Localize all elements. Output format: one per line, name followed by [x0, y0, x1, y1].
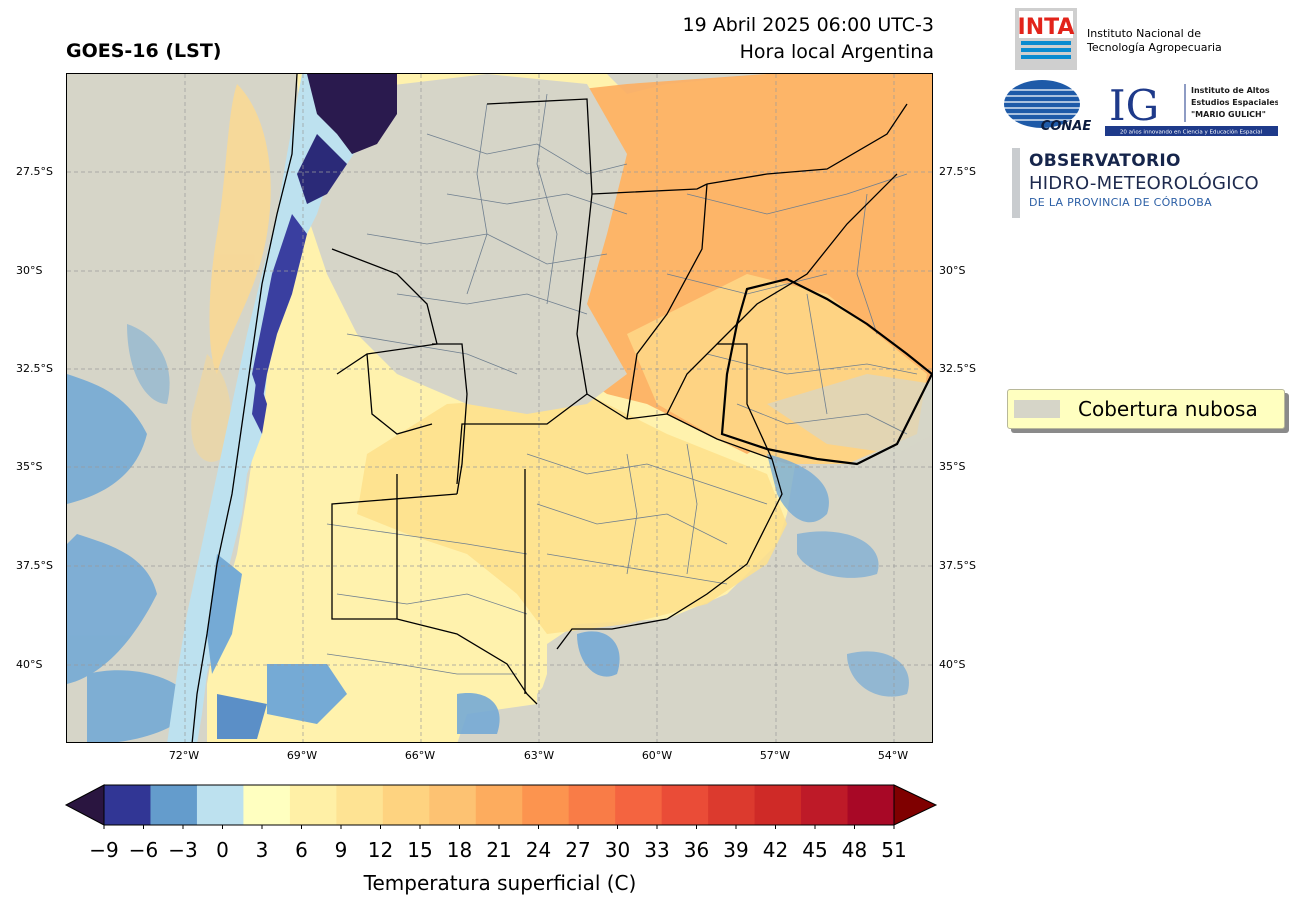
lat-label-left-30: 30°S [16, 264, 43, 277]
colorbar-tick-label: 24 [525, 838, 552, 862]
ig-logo-mark: IG [1109, 81, 1159, 130]
colorbar-tick-label: 6 [295, 838, 308, 862]
colorbar-tick-label: −9 [89, 838, 119, 862]
colorbar-segment [754, 785, 802, 825]
lat-label-left-27-5: 27.5°S [16, 165, 53, 178]
colorbar-tick-label: −3 [168, 838, 198, 862]
colorbar-under-arrow [64, 784, 105, 826]
pacific-cold-patches [67, 324, 197, 742]
andes-cold-band [167, 74, 397, 742]
cloud-patch-east [767, 374, 932, 454]
inta-logo-mark: INTA [1018, 15, 1075, 40]
warm-pampas [357, 394, 787, 634]
ig-logo-footer: 20 años innovando en Ciencia y Educación… [1120, 129, 1263, 136]
colorbar-tick-label: 39 [723, 838, 749, 862]
colorbar-tick-label: 0 [216, 838, 229, 862]
lon-label-54: 54°W [877, 749, 909, 762]
inta-name-line2: Tecnología Agropecuaria [1087, 41, 1222, 54]
province-borders [191, 74, 908, 742]
pacific-warm-band [191, 84, 271, 462]
observatorio-province: DE LA PROVINCIA DE CÓRDOBA [1029, 196, 1212, 209]
cloud-south [537, 554, 932, 742]
temperature-map [66, 73, 933, 743]
colorbar-segment [382, 785, 430, 825]
central-cloud [307, 74, 627, 414]
colorbar-tick-label: 42 [762, 838, 789, 862]
temperature-colorbar [64, 784, 938, 829]
lon-label-66: 66°W [404, 749, 436, 762]
lat-label-right-37-5: 37.5°S [939, 559, 976, 572]
colorbar-segment [568, 785, 616, 825]
colorbar-tick-label: 3 [255, 838, 269, 862]
colorbar-segment [615, 785, 663, 825]
timestamp-zone: Hora local Argentina [739, 41, 934, 63]
lon-label-60: 60°W [641, 749, 673, 762]
colorbar-segment [475, 785, 523, 825]
lat-label-left-37-5: 37.5°S [16, 559, 53, 572]
lat-label-right-27-5: 27.5°S [939, 165, 976, 178]
inta-name-line1: Instituto Nacional de [1087, 27, 1201, 40]
colorbar-segment [429, 785, 477, 825]
colorbar-segment [847, 785, 895, 825]
lat-label-right-40: 40°S [939, 658, 966, 671]
cloud-legend: Cobertura nubosa [1007, 389, 1285, 429]
colorbar-segments [64, 784, 938, 829]
timestamp-date: 19 Abril 2025 06:00 UTC-3 [682, 14, 934, 36]
lat-label-left-32-5: 32.5°S [16, 362, 53, 375]
colorbar-segment [104, 785, 151, 825]
colorbar-segment [661, 785, 709, 825]
lat-label-left-35: 35°S [16, 460, 43, 473]
colorbar-tick-label: 21 [486, 838, 512, 862]
ig-logo-line1: Instituto de Altos [1191, 86, 1270, 95]
colorbar-segment [243, 785, 291, 825]
lat-label-left-40: 40°S [16, 658, 43, 671]
timestamp: 19 Abril 2025 06:00 UTC-3 Hora local Arg… [683, 12, 934, 66]
map-canvas [67, 74, 932, 742]
colorbar-tick-label: 48 [841, 838, 868, 862]
inta-name: Instituto Nacional de Tecnología Agropec… [1087, 27, 1222, 55]
colorbar-tick-label: 18 [446, 838, 473, 862]
ig-logo-line3: "MARIO GULICH" [1191, 110, 1266, 119]
colorbar-segment [708, 785, 756, 825]
ig-logo-line2: Estudios Espaciales [1191, 98, 1278, 107]
colorbar-tick-label: 45 [802, 838, 828, 862]
conae-logo: CONAE [1004, 80, 1092, 134]
inta-logo: INTA [1015, 8, 1077, 70]
uruguay-border [720, 277, 932, 466]
colorbar-tick-label: 9 [334, 838, 348, 862]
colorbar-ticks: −9 −6 −3 0 3 6 9 12 15 18 21 24 27 30 33 36 39 42 45 48 51 [0, 838, 1301, 864]
cloud-legend-swatch [1014, 400, 1060, 418]
colorbar-segment [522, 785, 570, 825]
ig-logo: IG Instituto de Altos Estudios Espaciale… [1105, 78, 1278, 136]
colorbar-tick-label: 30 [604, 838, 631, 862]
colorbar-segment [336, 785, 384, 825]
observatorio-bar [1012, 148, 1020, 218]
colorbar-segment [289, 785, 337, 825]
cloud-legend-label: Cobertura nubosa [1078, 397, 1258, 421]
conae-logo-text: CONAE [1041, 119, 1092, 134]
lon-label-57: 57°W [759, 749, 791, 762]
map-title: GOES-16 (LST) [66, 40, 222, 62]
colorbar-tick-label: 15 [407, 838, 433, 862]
observatorio-title: OBSERVATORIO [1029, 151, 1181, 171]
colorbar-segment [801, 785, 849, 825]
lon-label-72: 72°W [168, 749, 200, 762]
colorbar-segment [150, 785, 198, 825]
department-borders [326, 93, 918, 675]
colorbar-tick-label: 33 [644, 838, 670, 862]
lat-label-right-30: 30°S [939, 264, 966, 277]
lat-label-right-32-5: 32.5°S [939, 362, 976, 375]
colorbar-tick-label: 12 [367, 838, 394, 862]
colorbar-tick-label: 27 [565, 838, 591, 862]
lon-label-69: 69°W [286, 749, 318, 762]
colorbar-over-arrow [893, 784, 938, 826]
lat-label-right-35: 35°S [939, 460, 966, 473]
colorbar-label: Temperatura superficial (C) [363, 871, 637, 895]
colorbar-tick-label: 36 [683, 838, 710, 862]
colorbar-segment [196, 785, 244, 825]
observatorio-subtitle: HIDRO-METEOROLÓGICO [1029, 173, 1259, 194]
colorbar-tick-label: 51 [881, 838, 907, 862]
colorbar-tick-label: −6 [128, 838, 159, 862]
lon-label-63: 63°W [523, 749, 555, 762]
